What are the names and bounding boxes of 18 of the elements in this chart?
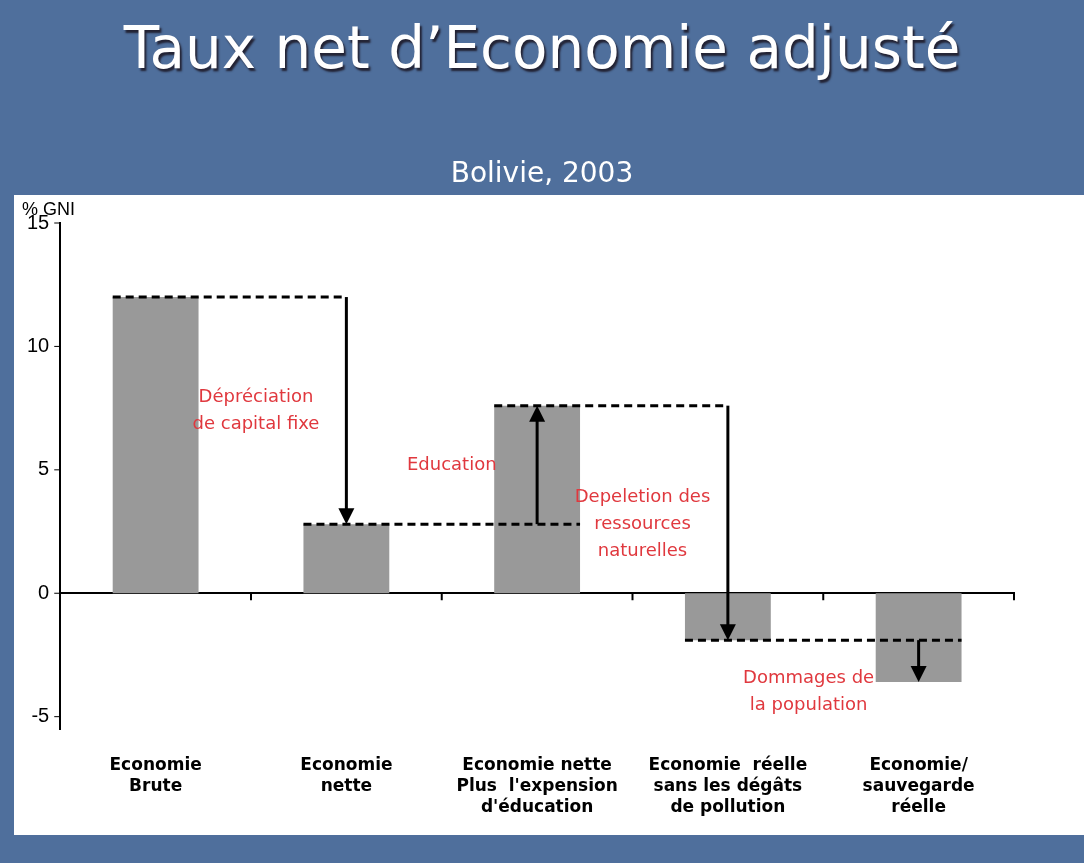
- x-tick-label: Economie Brute: [109, 753, 202, 795]
- y-tick-label: 10: [27, 333, 50, 356]
- x-tick-label: Economie nette: [300, 753, 393, 795]
- y-tick-label: -5: [31, 704, 50, 727]
- x-tick-label: Economie nette Plus l'expension d'éducation: [456, 753, 618, 816]
- x-tick-label: Economie/ sauvegarde réelle: [862, 753, 975, 816]
- annotation: Dommages de la population: [743, 665, 875, 714]
- x-tick-label: Economie réelle sans les dégâts de pollution: [648, 753, 808, 816]
- annotation: Depeletion des ressources naturelles: [574, 484, 711, 560]
- chart-title: Taux net d’Economie adjusté: [122, 14, 962, 82]
- annotation: Education: [406, 452, 497, 474]
- bar: [875, 593, 962, 683]
- annotation: Dépréciation de capital fixe: [192, 385, 320, 434]
- bar: [303, 524, 390, 594]
- y-tick-label: 5: [38, 457, 50, 480]
- y-tick-label: 0: [38, 580, 50, 603]
- bar: [684, 593, 771, 641]
- chart-subtitle: Bolivie, 2003: [449, 156, 635, 189]
